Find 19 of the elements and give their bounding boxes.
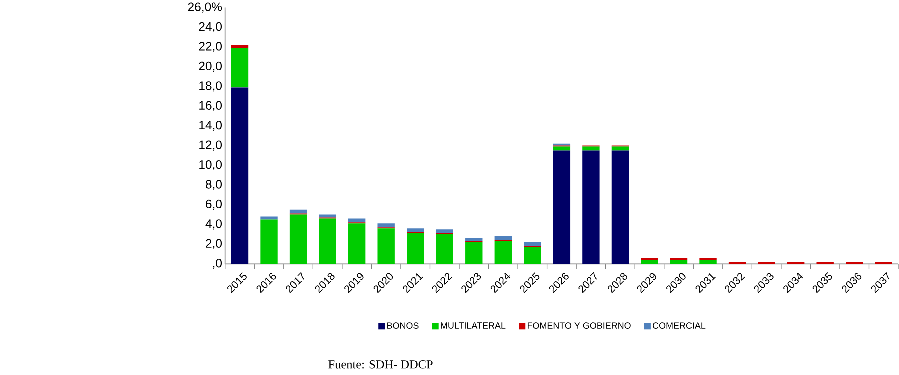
- legend-label: COMERCIAL: [653, 322, 706, 330]
- y-tick-label: 8,0: [206, 180, 222, 191]
- y-tick-label: 22,0: [199, 42, 222, 52]
- y-tick-label: 12,0: [200, 140, 222, 152]
- source-note: Fuente: SDH- DDCP: [328, 360, 433, 370]
- y-tick-label: 14,0: [200, 121, 222, 132]
- y-tick-label: ,0: [213, 259, 222, 270]
- y-tick-label: 20,0: [199, 62, 222, 72]
- y-tick-label: 4,0: [206, 220, 222, 230]
- y-tick-label: 6,0: [206, 200, 222, 210]
- y-tick-label: 2,0: [206, 240, 222, 250]
- legend-label: FOMENTO Y GOBIERNO: [528, 322, 631, 330]
- y-tick-label: 16,0: [200, 102, 222, 112]
- y-tick-label: 18,0: [200, 82, 222, 92]
- y-tick-label: 10,0: [200, 160, 222, 171]
- y-tick-label: 24,0: [199, 22, 222, 33]
- y-tick-label: 26,0%: [188, 2, 222, 14]
- legend-label: BONOS: [388, 322, 419, 330]
- legend-label: MULTILATERAL: [441, 322, 506, 330]
